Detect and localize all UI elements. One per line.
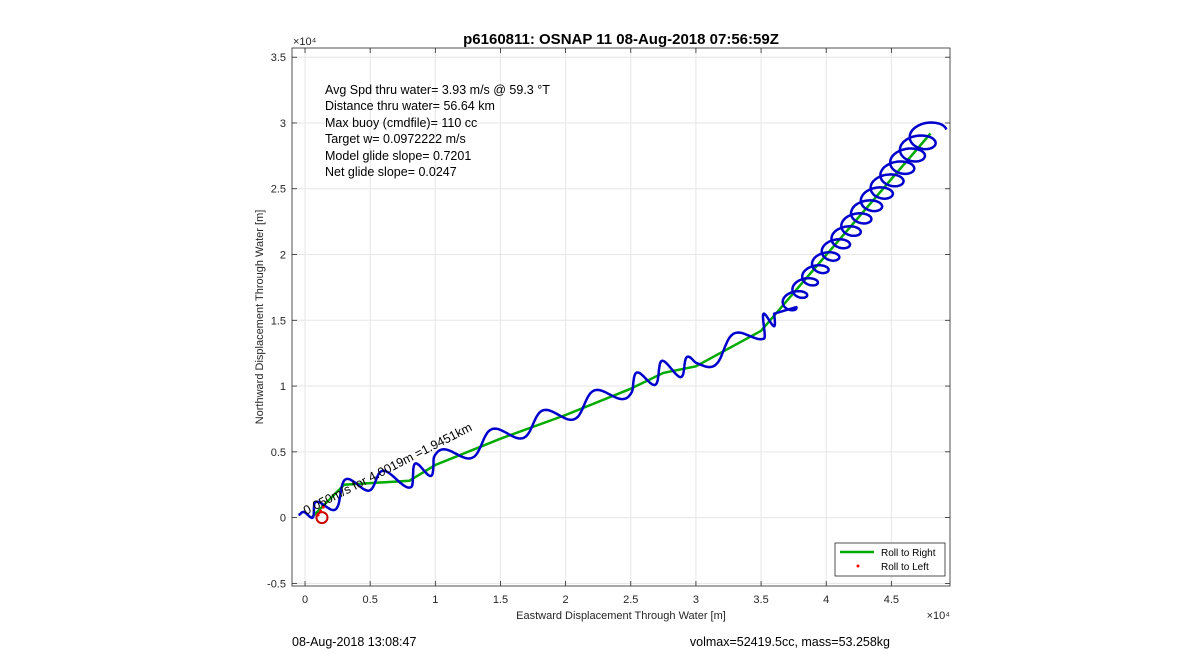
legend-swatch-roll-left (856, 564, 860, 568)
y-tick-label: 1.5 (271, 315, 286, 327)
roll-to-left-point (316, 513, 320, 517)
plot-area (297, 121, 948, 525)
stats-annotation: Avg Spd thru water= 3.93 m/s @ 59.3 °T D… (325, 83, 550, 179)
x-tick-label: 3 (693, 594, 699, 606)
chart-title: p6160811: OSNAP 11 08-Aug-2018 07:56:59Z (463, 31, 779, 48)
tick-layer: 0 0.5 1 1.5 2 2.5 3 3.5 4 4.5 -0.5 0 0.5 1 1.5 2 2.5 3 3.5 (267, 48, 950, 606)
y-tick-label: 3.5 (271, 52, 286, 64)
legend: Roll to Right Roll to Left (834, 542, 946, 577)
legend-label-roll-right: Roll to Right (881, 548, 936, 559)
x-tick-label: 0.5 (363, 594, 378, 606)
series-roll-to-right-line (310, 132, 932, 519)
x-axis-label: Eastward Displacement Through Water [m] (516, 610, 726, 622)
y-tick-label: 3 (280, 118, 286, 130)
x-tick-label: 0 (302, 594, 308, 606)
y-tick-label: 0 (280, 513, 286, 525)
grid-lines (292, 48, 950, 586)
start-circle-marker (315, 511, 329, 525)
legend-label-roll-left: Roll to Left (881, 562, 929, 573)
y-tick-label: 2.5 (271, 184, 286, 196)
roll-to-left-point (319, 509, 323, 513)
x-tick-label: 1 (432, 594, 438, 606)
dive-track-line (297, 121, 948, 520)
roll-to-left-point (321, 505, 325, 509)
stats-line-model-glide: Model glide slope= 0.7201 (325, 149, 471, 163)
y-axis-label: Northward Displacement Through Water [m] (254, 210, 266, 425)
stats-line-max-buoy: Max buoy (cmdfile)= 110 cc (325, 116, 477, 130)
axes-background (292, 48, 950, 586)
y-tick-label: 2 (280, 250, 286, 262)
x-tick-label: 4.5 (884, 594, 899, 606)
stats-line-speed: Avg Spd thru water= 3.93 m/s @ 59.3 °T (325, 83, 550, 97)
x-exponent-label: ×10⁴ (927, 610, 951, 622)
y-tick-label: 0.5 (271, 447, 286, 459)
series-layer (297, 121, 948, 525)
footer-volmax-mass: volmax=52419.5cc, mass=53.258kg (690, 635, 890, 649)
y-tick-label: -0.5 (267, 578, 286, 590)
x-tick-label: 2.5 (623, 594, 638, 606)
stats-line-distance: Distance thru water= 56.64 km (325, 99, 495, 113)
x-tick-label: 2 (563, 594, 569, 606)
x-tick-label: 1.5 (493, 594, 508, 606)
y-tick-label: 1 (280, 381, 286, 393)
stats-line-net-glide: Net glide slope= 0.0247 (325, 165, 457, 179)
x-tick-label: 3.5 (753, 594, 768, 606)
stats-line-target-w: Target w= 0.0972222 m/s (325, 132, 466, 146)
y-exponent-label: ×10⁴ (293, 36, 317, 48)
legend-box (834, 542, 946, 577)
footer-timestamp: 08-Aug-2018 13:08:47 (292, 635, 416, 649)
x-tick-label: 4 (823, 594, 829, 606)
axes-box (291, 47, 951, 587)
